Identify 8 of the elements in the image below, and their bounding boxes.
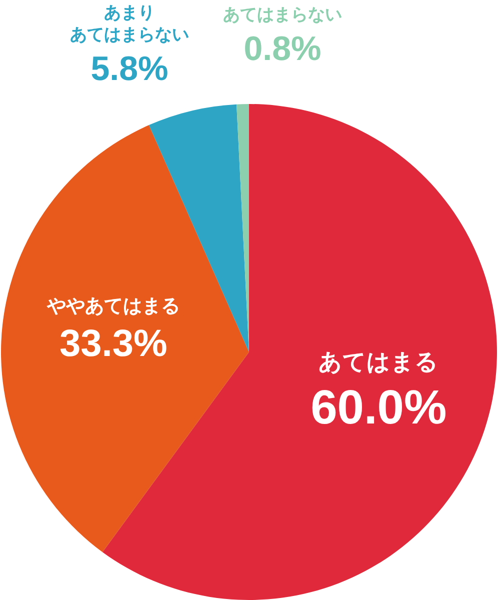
slice-label: ややあてはまる bbox=[46, 295, 180, 318]
data-label: 33.3% bbox=[60, 323, 168, 366]
data-label: 0.8% bbox=[244, 30, 322, 68]
data-label: 5.8% bbox=[90, 50, 168, 88]
slice-label: あてはまる bbox=[318, 349, 439, 376]
data-label: 60.0% bbox=[310, 381, 447, 434]
slice-label: あてはまらない bbox=[223, 5, 342, 25]
slice-label: あまりあてはまらない bbox=[70, 3, 189, 45]
